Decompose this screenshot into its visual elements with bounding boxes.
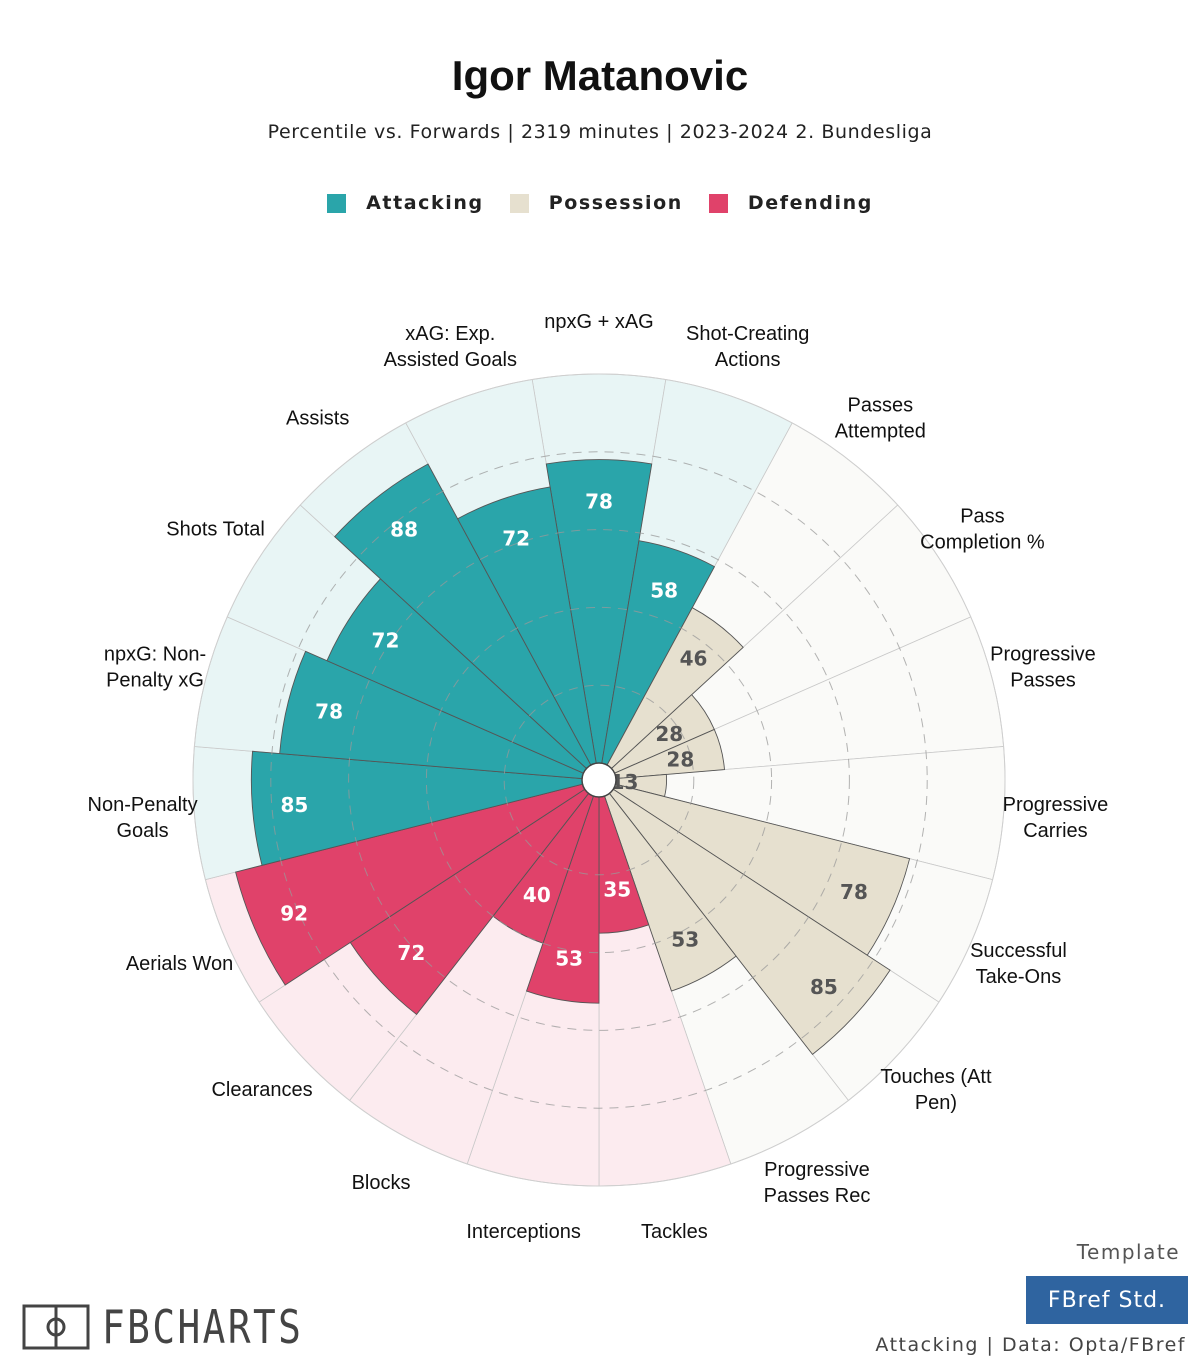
category-label-non-penalty-goals: Non-Penalty Goals bbox=[88, 794, 198, 842]
category-label-line: Goals bbox=[116, 820, 168, 842]
category-label-line: Blocks bbox=[352, 1172, 411, 1194]
category-label-npxg-non-penalty-xg: npxG: Non- Penalty xG bbox=[104, 644, 206, 692]
grid-ring-60 bbox=[348, 529, 850, 1031]
category-label-line: Assisted Goals bbox=[384, 349, 517, 371]
value-label-xag-exp-assisted-goals: 72 bbox=[502, 527, 530, 551]
legend-item-defending: Defending bbox=[708, 192, 873, 214]
value-label-tackles: 35 bbox=[603, 878, 631, 902]
category-label-line: npxG + xAG bbox=[544, 311, 654, 333]
category-label-line: Completion % bbox=[920, 531, 1045, 553]
legend-label-possession: Possession bbox=[548, 192, 683, 214]
legend-item-possession: Possession bbox=[509, 192, 683, 214]
template-label: Template bbox=[1076, 1240, 1180, 1264]
legend: Attacking Possession Defending bbox=[0, 192, 1200, 214]
category-label-aerials-won: Aerials Won bbox=[126, 953, 233, 975]
value-label-clearances: 72 bbox=[397, 941, 425, 965]
footer-credit: Attacking | Data: Opta/FBref bbox=[875, 1334, 1186, 1356]
category-label-line: Interceptions bbox=[466, 1221, 581, 1243]
chart-subtitle: Percentile vs. Forwards | 2319 minutes |… bbox=[267, 121, 933, 143]
category-label-passes-attempted: Passes Attempted bbox=[835, 395, 926, 443]
category-label-progressive-passes-rec: Progressive Passes Rec bbox=[764, 1159, 871, 1207]
outer-ring bbox=[192, 373, 1006, 1187]
category-label-line: Clearances bbox=[211, 1079, 312, 1101]
category-label-pass-completion: Pass Completion % bbox=[920, 505, 1045, 553]
category-label-interceptions: Interceptions bbox=[466, 1221, 581, 1243]
pitch-icon bbox=[22, 1304, 90, 1350]
category-label-assists: Assists bbox=[286, 408, 349, 430]
legend-swatch-defending bbox=[708, 193, 728, 213]
category-label-line: Shots Total bbox=[166, 518, 265, 540]
value-label-progressive-passes: 28 bbox=[666, 747, 694, 771]
legend-swatch-attacking bbox=[327, 193, 347, 213]
category-label-line: Penalty xG bbox=[106, 670, 204, 692]
value-label-assists: 88 bbox=[390, 518, 418, 542]
value-label-pass-completion: 28 bbox=[655, 722, 683, 746]
legend-item-attacking: Attacking bbox=[327, 192, 484, 214]
category-label-line: Passes Rec bbox=[764, 1185, 871, 1207]
grid-ring-40 bbox=[425, 606, 773, 954]
value-label-aerials-won: 92 bbox=[280, 902, 308, 926]
category-label-shot-creating-actions: Shot-Creating Actions bbox=[686, 323, 809, 371]
category-label-line: Attempted bbox=[835, 421, 926, 443]
grid-ring-80 bbox=[270, 451, 928, 1109]
category-label-line: Progressive bbox=[764, 1159, 870, 1181]
category-label-line: Pen) bbox=[915, 1092, 957, 1114]
category-label-line: Progressive bbox=[1003, 794, 1109, 816]
legend-swatch-possession bbox=[509, 193, 529, 213]
category-label-xag-exp-assisted-goals: xAG: Exp. Assisted Goals bbox=[384, 323, 517, 371]
category-label-line: Actions bbox=[715, 349, 781, 371]
category-label-line: Successful bbox=[970, 940, 1067, 962]
template-badge: FBref Std. bbox=[1026, 1276, 1188, 1324]
value-label-touches-att-pen: 85 bbox=[810, 975, 838, 999]
value-label-progressive-passes-rec: 53 bbox=[671, 927, 699, 951]
category-label-line: Touches (Att bbox=[880, 1066, 992, 1088]
category-label-line: Passes bbox=[1010, 670, 1076, 692]
category-label-line: npxG: Non- bbox=[104, 644, 206, 666]
category-label-shots-total: Shots Total bbox=[166, 518, 265, 540]
value-label-shots-total: 72 bbox=[372, 628, 400, 652]
category-label-npxg-xag: npxG + xAG bbox=[544, 311, 654, 333]
category-label-line: Shot-Creating bbox=[686, 323, 809, 345]
category-label-successful-take-ons: Successful Take-Ons bbox=[970, 940, 1067, 988]
legend-label-attacking: Attacking bbox=[366, 192, 484, 214]
category-label-line: Carries bbox=[1023, 820, 1087, 842]
category-label-touches-att-pen: Touches (Att Pen) bbox=[880, 1066, 992, 1114]
chart-title: Igor Matanovic bbox=[451, 52, 749, 99]
value-label-blocks: 40 bbox=[523, 883, 551, 907]
category-label-progressive-carries: Progressive Carries bbox=[1003, 794, 1109, 842]
value-label-passes-attempted: 46 bbox=[680, 647, 708, 671]
center-hub bbox=[581, 762, 617, 798]
category-label-line: Tackles bbox=[641, 1221, 708, 1243]
category-label-blocks: Blocks bbox=[352, 1172, 411, 1194]
value-label-npxg-xag: 78 bbox=[585, 490, 613, 514]
category-label-line: Pass bbox=[960, 505, 1004, 527]
grid-ring-20 bbox=[503, 684, 695, 876]
value-label-successful-take-ons: 78 bbox=[840, 880, 868, 904]
category-label-tackles: Tackles bbox=[641, 1221, 708, 1243]
category-label-line: xAG: Exp. bbox=[405, 323, 495, 345]
value-label-shot-creating-actions: 58 bbox=[650, 578, 678, 602]
category-label-line: Assists bbox=[286, 408, 349, 430]
brand-text: FBCHARTS bbox=[102, 1300, 304, 1354]
category-label-clearances: Clearances bbox=[211, 1079, 312, 1101]
value-label-non-penalty-goals: 85 bbox=[280, 793, 308, 817]
legend-label-defending: Defending bbox=[747, 192, 873, 214]
brand-logo: FBCHARTS bbox=[22, 1300, 348, 1354]
category-label-line: Aerials Won bbox=[126, 953, 233, 975]
category-label-line: Take-Ons bbox=[976, 966, 1062, 988]
category-label-line: Non-Penalty bbox=[88, 794, 198, 816]
category-label-line: Passes bbox=[848, 395, 914, 417]
value-label-interceptions: 53 bbox=[555, 947, 583, 971]
category-label-progressive-passes: Progressive Passes bbox=[990, 644, 1096, 692]
value-label-npxg-non-penalty-xg: 78 bbox=[315, 700, 343, 724]
category-label-line: Progressive bbox=[990, 644, 1096, 666]
